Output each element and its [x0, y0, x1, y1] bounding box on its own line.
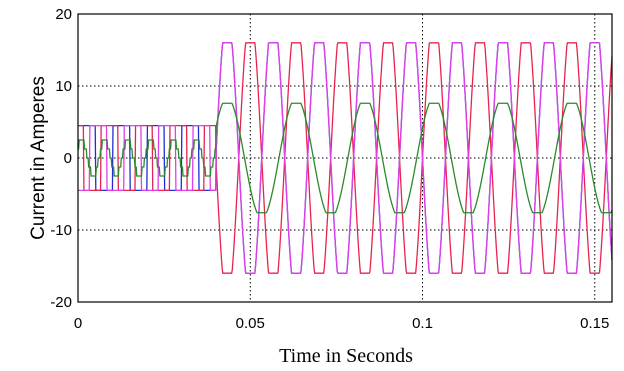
x-tick-label: 0.15	[580, 315, 609, 332]
y-tick-labels: 20 10 0 -10 -20	[50, 6, 72, 311]
x-tick-label: 0.1	[412, 315, 433, 332]
y-tick-label: -20	[50, 294, 72, 311]
y-tick-label: -10	[50, 222, 72, 239]
x-axis-label: Time in Seconds	[279, 345, 413, 367]
series-line	[78, 42, 613, 274]
x-tick-label: 0	[74, 315, 82, 332]
series-line	[77, 102, 613, 214]
x-tick-label: 0.05	[236, 315, 265, 332]
plot-frame	[77, 13, 613, 303]
series-line	[78, 42, 613, 274]
y-tick-label: 10	[55, 78, 72, 95]
y-tick-label: 0	[64, 150, 72, 167]
x-tick-labels: 0 0.05 0.1 0.15	[74, 315, 610, 332]
series-group	[77, 42, 613, 274]
y-tick-label: 20	[55, 6, 72, 23]
axes-box	[77, 13, 613, 303]
y-axis-label: Current in Amperes	[28, 76, 49, 240]
